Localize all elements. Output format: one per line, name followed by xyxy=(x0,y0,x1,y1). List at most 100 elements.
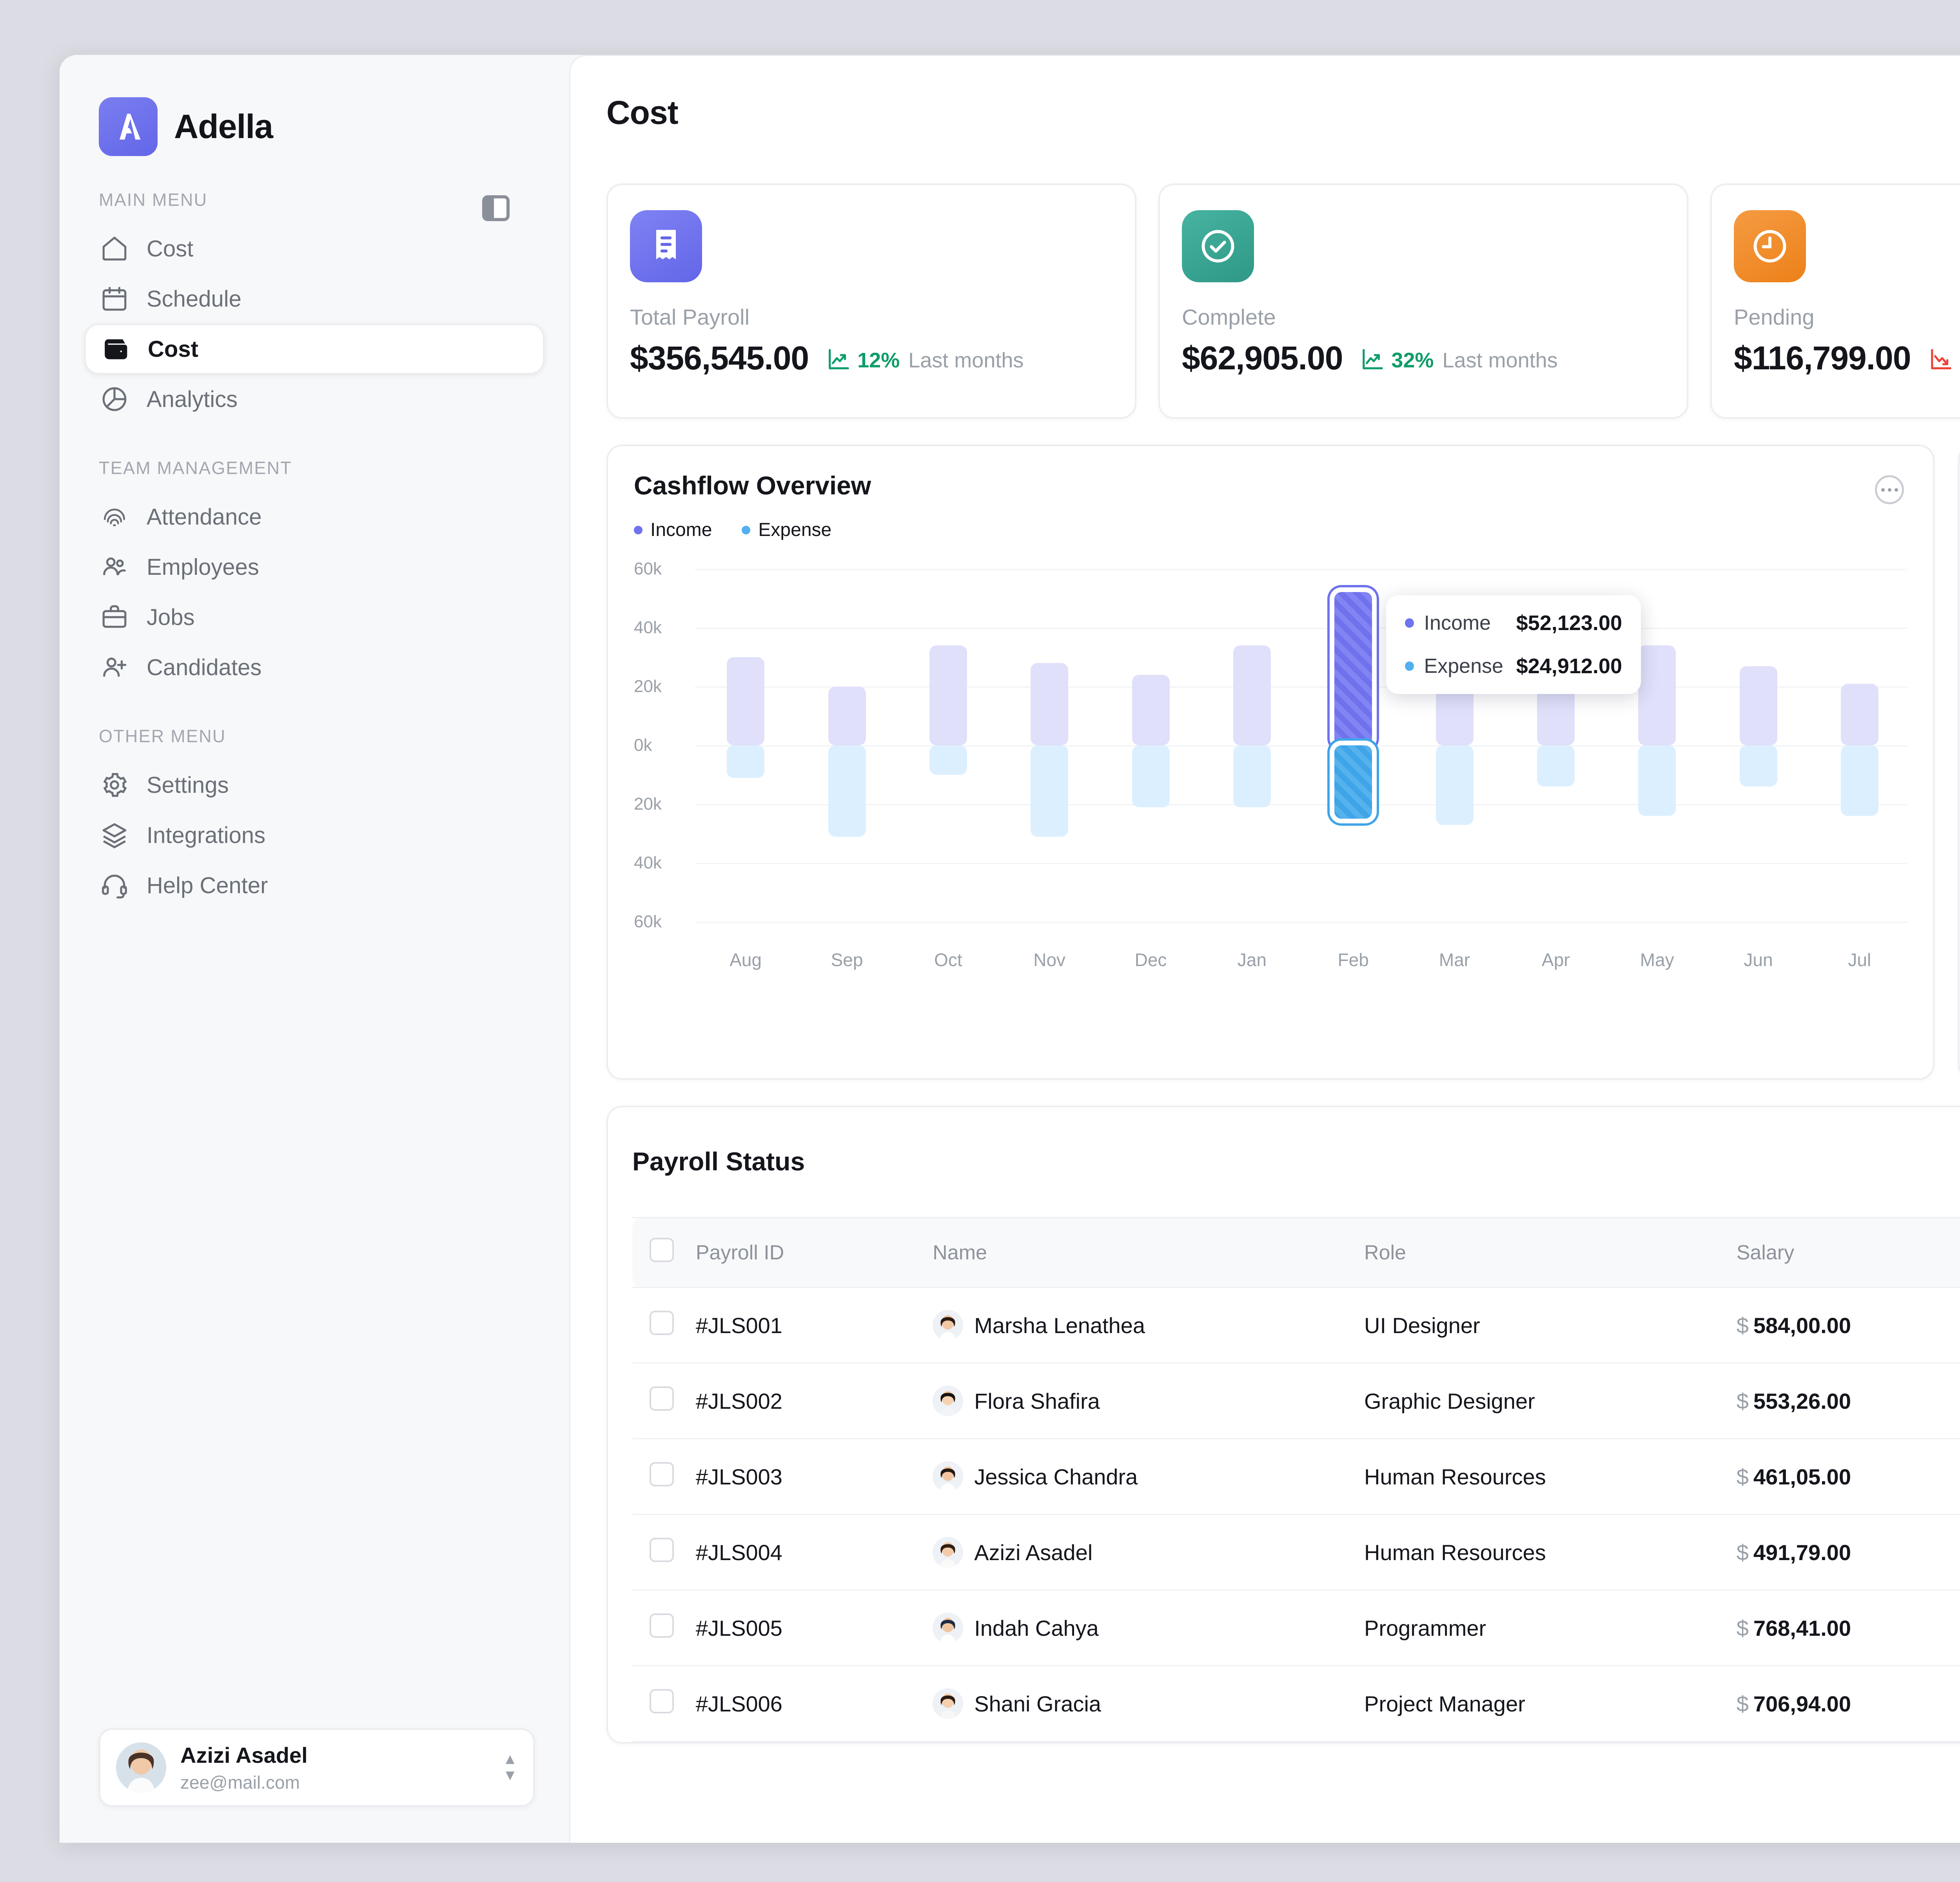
tooltip-row-expense: Expense $24,912.00 xyxy=(1405,654,1622,678)
gridline xyxy=(695,628,1907,629)
y-axis-tick: 40k xyxy=(634,618,662,637)
row-checkbox[interactable] xyxy=(650,1386,674,1411)
profile-name: Azizi Asadel xyxy=(180,1742,308,1768)
tooltip-label: Expense xyxy=(1424,655,1503,678)
cell-name: Flora Shafira xyxy=(933,1363,1364,1439)
column-header-salary[interactable]: Salary xyxy=(1736,1217,1960,1288)
table-row[interactable]: #JLS003 Jessica Chandra Human Resources $46… xyxy=(632,1439,1960,1515)
x-axis-tick: Sep xyxy=(831,950,863,970)
row-checkbox[interactable] xyxy=(650,1537,674,1562)
stat-label: Total Payroll xyxy=(630,305,750,329)
sidebar-item-integrations[interactable]: Integrations xyxy=(85,810,544,860)
stat-delta-note: Last months xyxy=(1442,348,1558,372)
column-header-role[interactable]: Role xyxy=(1364,1217,1737,1288)
brand-name: Adella xyxy=(174,107,273,145)
cell-salary: $706,94.00 xyxy=(1736,1666,1960,1742)
sidebar-item-settings[interactable]: Settings xyxy=(85,760,544,810)
cell-name: Jessica Chandra xyxy=(933,1439,1364,1515)
stat-row: $62,905.00 32% Last months xyxy=(1182,339,1665,377)
table-row[interactable]: #JLS001 Marsha Lenathea UI Designer $584,00… xyxy=(632,1287,1960,1364)
bar-expense xyxy=(1436,745,1474,825)
sidebar-item-jobs[interactable]: Jobs xyxy=(85,592,544,642)
table-row[interactable]: #JLS002 Flora Shafira Graphic Designer $553… xyxy=(632,1363,1960,1439)
row-checkbox[interactable] xyxy=(650,1689,674,1713)
brand[interactable]: Adella xyxy=(60,55,569,156)
salary-value: 584,00.00 xyxy=(1753,1313,1851,1338)
row-select-cell[interactable] xyxy=(632,1363,696,1439)
bar-column[interactable] xyxy=(727,561,765,1024)
cell-payroll-id: #JLS006 xyxy=(695,1666,933,1742)
stat-card-complete[interactable]: Complete $62,905.00 32% Last months xyxy=(1158,183,1688,419)
gear-icon xyxy=(99,769,130,801)
sidebar-item-schedule[interactable]: Schedule xyxy=(85,274,544,324)
table-row[interactable]: #JLS006 Shani Gracia Project Manager $706,9… xyxy=(632,1666,1960,1742)
sidebar-profile-card[interactable]: Azizi Asadel zee@mail.com ▲ ▼ xyxy=(99,1728,535,1807)
stat-card-total-payroll[interactable]: Total Payroll $356,545.00 12% Last month… xyxy=(606,183,1136,419)
row-checkbox[interactable] xyxy=(650,1613,674,1638)
cashflow-tooltip: Income $52,123.00 Expense $24,912.00 xyxy=(1386,595,1641,694)
stat-card-pending[interactable]: Pending $116,799.00 13% Last months xyxy=(1710,183,1960,419)
bar-column[interactable] xyxy=(1840,561,1878,1024)
row-checkbox[interactable] xyxy=(650,1310,674,1335)
row-select-cell[interactable] xyxy=(632,1590,696,1666)
row-select-cell[interactable] xyxy=(632,1287,696,1364)
cell-payroll-id: #JLS004 xyxy=(695,1514,933,1591)
bar-column[interactable] xyxy=(1031,561,1069,1024)
bar-column[interactable] xyxy=(1330,561,1377,1024)
stat-delta-pct: 32% xyxy=(1391,348,1434,372)
x-axis-tick: Dec xyxy=(1134,950,1167,970)
y-axis-tick: 20k xyxy=(634,677,662,696)
gridline xyxy=(695,687,1907,688)
sidebar-item-candidates[interactable]: Candidates xyxy=(85,642,544,692)
sidebar-item-employees[interactable]: Employees xyxy=(85,542,544,592)
cell-salary: $461,05.00 xyxy=(1736,1439,1960,1515)
row-checkbox[interactable] xyxy=(650,1462,674,1486)
table-row[interactable]: #JLS004 Azizi Asadel Human Resources $491,7… xyxy=(632,1514,1960,1591)
cashflow-chart-card: Cashflow Overview Income Expense 60k 40k 2… xyxy=(606,445,1935,1080)
bar-income xyxy=(1638,645,1676,745)
more-options-icon[interactable] xyxy=(1875,475,1904,504)
cell-salary: $491,79.00 xyxy=(1736,1514,1960,1591)
cell-role: Human Resources xyxy=(1364,1514,1737,1591)
legend-item-income: Income xyxy=(634,519,712,541)
bar-column[interactable] xyxy=(1739,561,1777,1024)
sidebar-collapse-icon[interactable] xyxy=(482,195,510,221)
sidebar-item-label: Help Center xyxy=(147,872,268,898)
sidebar-item-analytics[interactable]: Analytics xyxy=(85,374,544,424)
bar-expense xyxy=(1537,745,1575,787)
x-axis-tick: Mar xyxy=(1439,950,1470,970)
bar-column[interactable] xyxy=(828,561,866,1024)
headset-icon xyxy=(99,870,130,901)
pie-chart-icon xyxy=(99,383,130,415)
bar-expense xyxy=(1638,745,1676,816)
sidebar-item-cost-home[interactable]: Cost xyxy=(85,223,544,274)
sidebar-item-cost[interactable]: Cost xyxy=(85,324,544,374)
bar-column[interactable] xyxy=(929,561,967,1024)
bar-column[interactable] xyxy=(1638,561,1676,1024)
row-select-cell[interactable] xyxy=(632,1514,696,1591)
bar-column[interactable] xyxy=(1233,561,1271,1024)
name-label: Marsha Lenathea xyxy=(974,1313,1145,1338)
stat-value: $116,799.00 xyxy=(1734,340,1911,376)
cell-payroll-id: #JLS005 xyxy=(695,1590,933,1666)
bar-income xyxy=(727,657,765,745)
row-select-cell[interactable] xyxy=(632,1666,696,1742)
check-circle-icon xyxy=(1182,210,1254,282)
trend-down-icon xyxy=(1929,347,1953,373)
bar-column[interactable] xyxy=(1132,561,1170,1024)
sidebar-item-help-center[interactable]: Help Center xyxy=(85,860,544,910)
cell-name: Shani Gracia xyxy=(933,1666,1364,1742)
profile-stepper-icon[interactable]: ▲ ▼ xyxy=(503,1751,517,1784)
column-header-payroll-id[interactable]: Payroll ID xyxy=(695,1217,933,1288)
sidebar-item-attendance[interactable]: Attendance xyxy=(85,492,544,542)
sidebar-section-label: OTHER MENU xyxy=(99,726,226,746)
column-header-name[interactable]: Name xyxy=(933,1217,1364,1288)
select-all-header[interactable] xyxy=(632,1217,696,1288)
sidebar-section-other: OTHER MENU Settings Integrations Help Ce… xyxy=(60,726,569,910)
row-select-cell[interactable] xyxy=(632,1439,696,1515)
cell-payroll-id: #JLS003 xyxy=(695,1439,933,1515)
select-all-checkbox[interactable] xyxy=(650,1238,674,1262)
